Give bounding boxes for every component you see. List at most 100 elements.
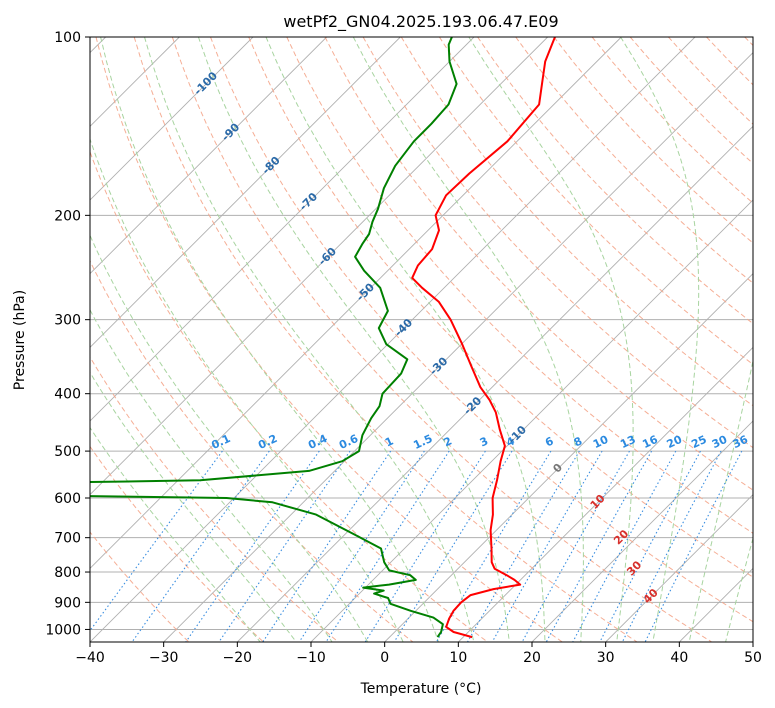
y-tick-label: 900 [54,595,81,611]
mixing-ratio-label: 30 [710,433,730,451]
mixing-ratio-line [185,450,320,642]
mixing-ratio-label: 8 [572,434,584,449]
isotherm-line [531,420,753,642]
moist-adiabat-line [90,234,369,642]
x-tick-label: −10 [296,650,326,666]
isotherm-line [90,37,401,348]
mixing-ratio-label: 13 [618,433,637,451]
moist-adiabat-line [265,37,546,642]
y-tick-label: 300 [54,313,81,329]
y-tick-label: 400 [54,387,81,403]
dry-adiabat-line [706,37,753,86]
dry-adiabat-line [210,37,753,623]
mixing-ratio-label: 6 [543,434,556,449]
isotherm-line [90,37,254,201]
mixing-ratio-line [521,450,630,642]
mixing-ratio-label: 36 [731,433,751,451]
y-tick-label: 1000 [45,622,81,638]
dry-adiabat-line [248,37,753,578]
mixing-ratio-line [325,450,450,642]
dry-adiabat-line [90,259,414,642]
mixing-ratio-line [90,450,223,632]
mixing-ratio-line [298,450,425,642]
isotherm-label: -90 [219,120,242,143]
dry-adiabat-line [553,37,753,244]
mixing-ratio-label: 0.1 [209,432,232,452]
isotherm-line [605,494,753,642]
isotherm-line [90,37,622,569]
x-tick-label: −30 [149,650,179,666]
dry-adiabat-line [362,37,753,449]
y-tick-label: 800 [54,565,81,581]
mixing-ratio-label: 1.5 [411,432,434,452]
x-tick-label: −20 [223,650,253,666]
profiles [90,37,556,639]
moist-adiabat-line [90,426,261,642]
moist-adiabat-label: 10 [588,492,608,512]
x-tick-label: 50 [744,650,762,666]
isotherm-label: -30 [427,354,450,377]
dry-adiabat-line [286,37,753,534]
axes: −40 −30 −20 −10 0 10 20 30 40 5010009008007006005… [45,30,762,666]
chart-title: wetPf2_GN04.2025.193.06.47.E09 [283,12,558,32]
x-tick-label: 20 [523,650,541,666]
x-tick-label: 40 [670,650,688,666]
moist-adiabat-line [352,37,584,642]
moist-adiabat-line [725,536,753,642]
mixing-ratio-line [218,450,351,642]
dry-adiabat-line [668,37,753,125]
mixing-ratio-label: 1 [383,434,395,449]
dry-adiabat-line [95,37,563,642]
y-tick-label: 600 [54,491,81,507]
mixing-ratio-line [621,450,722,642]
mixing-ratio-line [262,450,392,642]
dry-adiabat-line [438,37,753,366]
isotherm-line [679,567,753,642]
isotherm-line [90,37,475,422]
mixing-ratio-label: 2 [442,434,454,449]
mixing-ratio-label: 3 [478,434,490,449]
isotherm-label: -60 [316,245,339,268]
isotherm-label: -70 [297,190,320,213]
mixing-ratio-label: 16 [640,433,660,451]
moist-adiabat-line [90,137,404,642]
background-grid [90,37,753,642]
moist-adiabat-line [620,37,700,642]
moist-adiabat-label: 0 [550,461,565,476]
moist-adiabat-line [688,358,753,642]
moist-adiabat-line [90,371,297,642]
y-tick-label: 700 [54,531,81,547]
isotherm-line [90,37,548,496]
x-tick-label: −40 [75,650,105,666]
thermo-guides [90,37,753,642]
dry-adiabat-line [744,37,753,47]
isotherm-line [237,125,753,642]
dry-adiabat-line [90,356,339,642]
y-tick-label: 500 [54,444,81,460]
x-tick-label: 0 [380,650,389,666]
y-tick-label: 100 [54,30,81,46]
dry-adiabat-line [90,531,190,642]
moist-adiabat-label: 40 [641,586,661,606]
y-tick-label: 200 [54,208,81,224]
dry-adiabat-line [90,445,264,642]
x-tick-label: 30 [597,650,615,666]
plot-frame [89,36,754,643]
dry-adiabat-line [324,37,753,491]
x-axis-label: Temperature (°C) [360,681,482,697]
dewpoint-profile [90,37,458,638]
mixing-ratio-label: 0.4 [306,432,329,452]
moist-adiabat-label: 20 [611,527,631,547]
dry-adiabat-line [171,37,712,642]
x-tick-label: 10 [449,650,467,666]
mixing-ratio-line [435,450,552,642]
y-axis-label: Pressure (hPa) [12,290,28,390]
isotherm-line [90,37,327,275]
dry-adiabat-line [515,37,753,284]
isotherm-line [752,641,753,642]
guide-labels: 0.1 0.2 0.4 0.6 1 1.5 2 3 4 6 8 10 13 16 20 25 30 36-100-… [191,69,750,606]
isotherm-line [163,52,753,642]
dry-adiabat-line [400,37,753,407]
isotherm-line [384,273,753,642]
mixing-ratio-line [491,450,603,642]
